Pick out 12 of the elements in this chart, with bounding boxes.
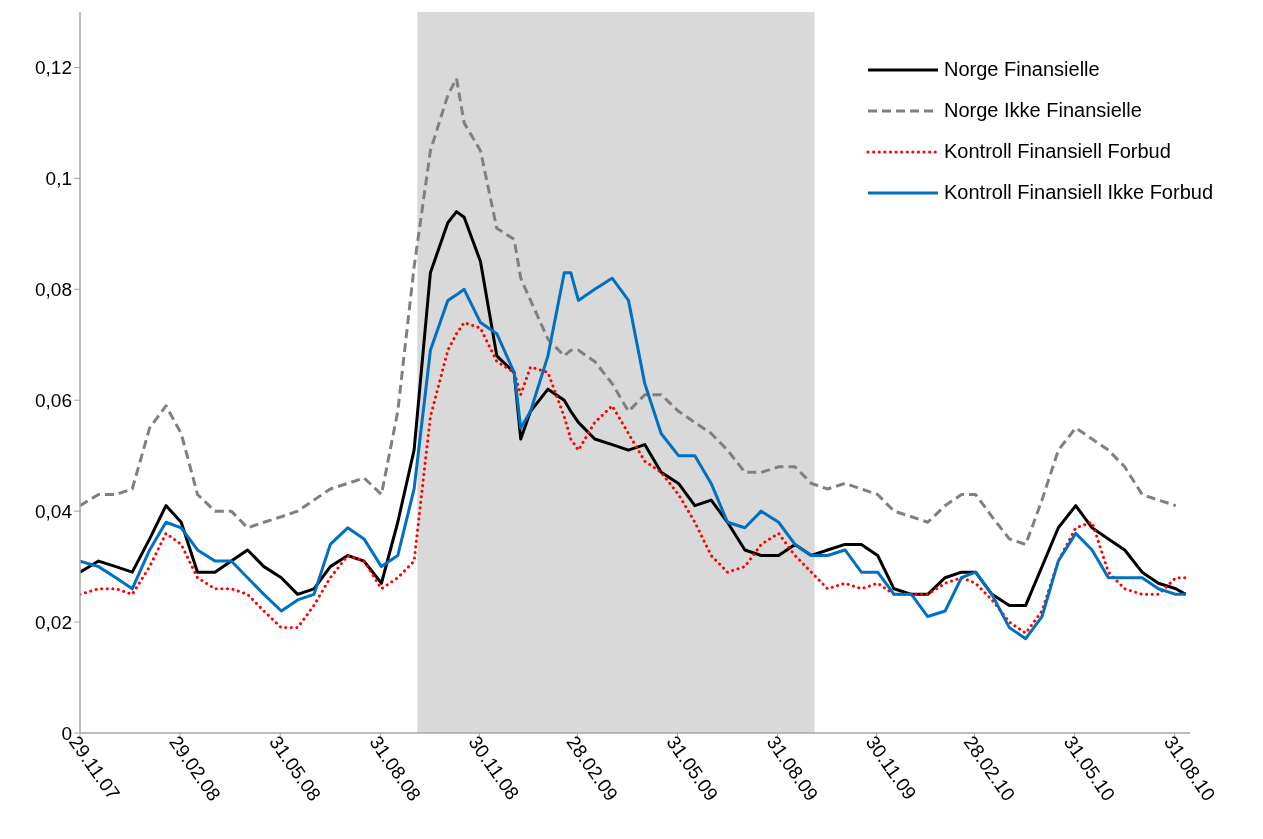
line-series bbox=[80, 271, 1188, 641]
y-tick-label: 0,02 bbox=[35, 611, 72, 633]
y-tick-label: 0,1 bbox=[45, 168, 72, 190]
y-tick-label: 0,08 bbox=[35, 279, 72, 301]
line-series bbox=[80, 321, 1188, 635]
legend-label: Kontroll Finansiell Ikke Forbud bbox=[944, 181, 1214, 204]
y-tick-label: 0,12 bbox=[35, 57, 72, 79]
y-tick-label: 0,06 bbox=[35, 389, 72, 411]
legend-label: Norge Ikke Finansielle bbox=[944, 99, 1142, 122]
legend-label: Kontroll Finansiell Forbud bbox=[944, 140, 1171, 163]
legend-label: Norge Finansielle bbox=[944, 58, 1100, 81]
y-tick-label: 0,04 bbox=[35, 500, 73, 522]
